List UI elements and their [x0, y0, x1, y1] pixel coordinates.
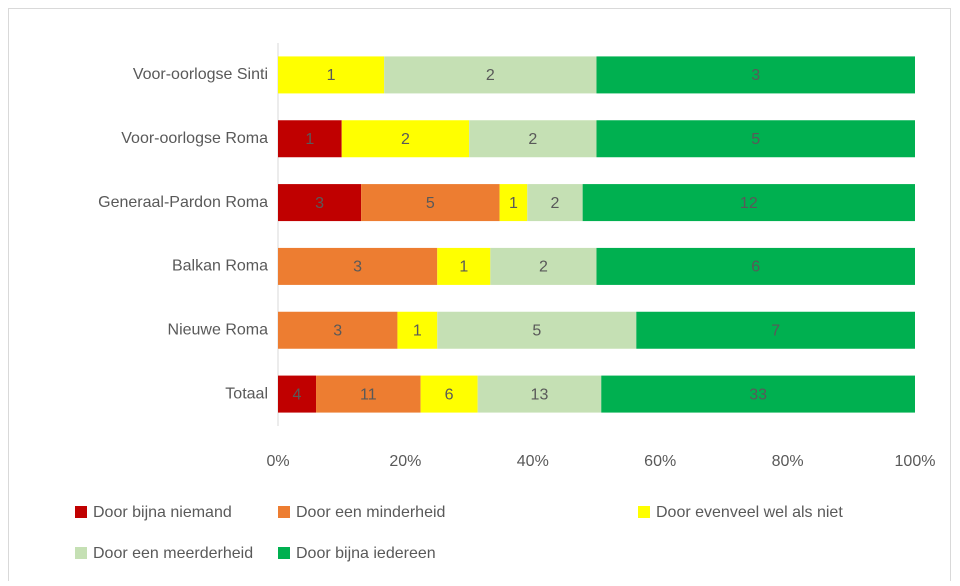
bar-segment — [490, 247, 597, 285]
bar-segment — [596, 56, 915, 94]
y-tick-label: Totaal — [225, 385, 268, 402]
y-tick-label: Voor-oorlogse Sinti — [133, 66, 268, 83]
bar-segment — [278, 120, 342, 158]
bar-segment — [477, 375, 602, 413]
data-label: 3 — [353, 259, 362, 276]
bar-segment — [527, 184, 583, 222]
data-label: 6 — [751, 259, 760, 276]
y-tick-label: Voor-oorlogse Roma — [121, 130, 268, 147]
x-tick-label: 0% — [266, 453, 289, 470]
bar-segment — [437, 311, 637, 349]
bar-segment — [316, 375, 421, 413]
legend-label: Door bijna iedereen — [296, 545, 436, 562]
bar-segment — [361, 184, 500, 222]
legend-swatch — [278, 547, 290, 559]
bar-segment — [596, 120, 915, 158]
legend-swatch — [638, 506, 650, 518]
data-label: 3 — [333, 322, 342, 339]
bar-segment — [278, 375, 317, 413]
bar-segment — [384, 56, 597, 94]
bar-segment — [278, 184, 362, 222]
data-label: 1 — [327, 67, 336, 84]
data-label: 2 — [486, 67, 495, 84]
legend-swatch — [75, 547, 87, 559]
data-label: 2 — [401, 131, 410, 148]
y-tick-label: Nieuwe Roma — [168, 321, 269, 338]
bar-segment — [596, 247, 915, 285]
data-label: 5 — [532, 322, 541, 339]
data-label: 2 — [551, 195, 560, 212]
data-label: 2 — [528, 131, 537, 148]
bar-segment — [420, 375, 478, 413]
bar-segment — [582, 184, 915, 222]
data-label: 5 — [426, 195, 435, 212]
data-label: 5 — [751, 131, 760, 148]
x-tick-label: 100% — [895, 453, 936, 470]
data-label: 11 — [360, 386, 377, 403]
bar-segment — [397, 311, 438, 349]
data-label: 3 — [751, 67, 760, 84]
data-label: 6 — [445, 386, 454, 403]
bar-segment — [469, 120, 597, 158]
data-label: 12 — [740, 195, 758, 212]
bar-segment — [601, 375, 915, 413]
data-label: 1 — [509, 195, 518, 212]
data-label: 4 — [293, 386, 302, 403]
bar-segment — [278, 311, 398, 349]
bar-segment — [499, 184, 528, 222]
data-label: 33 — [749, 386, 767, 403]
data-label: 7 — [771, 322, 780, 339]
bar-segment — [278, 56, 385, 94]
chart-border — [8, 8, 951, 586]
legend-label: Door bijna niemand — [93, 504, 232, 521]
legend-swatch — [75, 506, 87, 518]
bar-segment — [636, 311, 915, 349]
legend-label: Door evenveel wel als niet — [656, 504, 843, 521]
x-tick-label: 80% — [772, 453, 804, 470]
data-label: 13 — [531, 386, 549, 403]
data-label: 3 — [315, 195, 324, 212]
x-tick-label: 20% — [389, 453, 421, 470]
bar-segment — [278, 247, 438, 285]
legend-label: Door een meerderheid — [93, 545, 253, 562]
data-label: 1 — [305, 131, 314, 148]
x-tick-label: 40% — [517, 453, 549, 470]
data-label: 2 — [539, 259, 548, 276]
bar-segment — [437, 247, 491, 285]
x-tick-label: 60% — [644, 453, 676, 470]
legend-swatch — [278, 506, 290, 518]
y-tick-label: Generaal-Pardon Roma — [98, 194, 268, 211]
data-label: 1 — [413, 322, 422, 339]
data-label: 1 — [459, 259, 468, 276]
y-tick-label: Balkan Roma — [172, 258, 268, 275]
bar-segment — [341, 120, 470, 158]
legend-label: Door een minderheid — [296, 504, 445, 521]
